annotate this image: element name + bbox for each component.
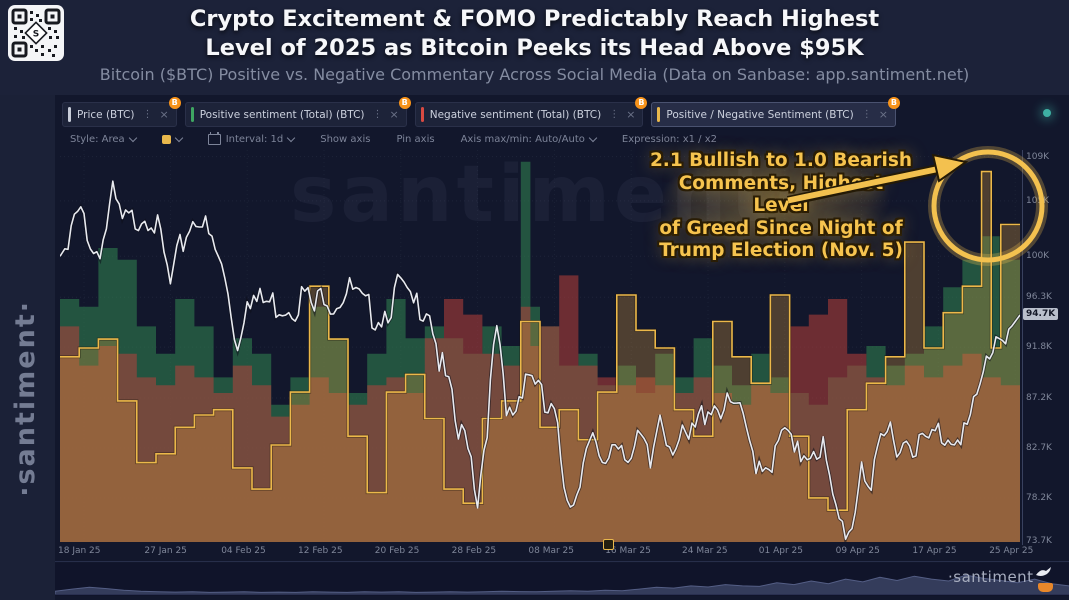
date-axis-label: 08 Mar 25 [528,546,574,556]
page-title: Crypto Excitement & FOMO Predictably Rea… [0,5,1069,63]
btc-badge-icon: B [398,97,411,109]
style-label: Style: Area [70,133,125,145]
price-axis-label: 100K [1026,251,1050,262]
btc-badge-icon: B [168,97,181,109]
date-axis-label: 18 Jan 25 [58,546,101,556]
metric-tab-2[interactable]: Negative sentiment (Total) (BTC) ⋮ × B [414,97,648,127]
price-axis-label: 96.3K [1026,292,1052,303]
pin-axis-label: Pin axis [396,133,435,145]
current-price-badge: 94.7K [1023,307,1059,320]
close-icon[interactable]: × [878,108,888,121]
annotation-line: 2.1 Bullish to 1.0 Bearish [649,150,913,171]
footer-divider [55,561,1069,562]
metric-tab-label: Negative sentiment (Total) (BTC) [429,108,602,121]
close-icon[interactable]: × [159,108,169,121]
page-title-line2: Level of 2025 as Bitcoin Peeks its Head … [205,34,864,61]
annotation-text: 2.1 Bullish to 1.0 Bearish Comments, Hig… [648,150,914,263]
kebab-menu-icon[interactable]: ⋮ [372,109,383,120]
annotation-line: of Greed Since Night of [659,217,903,239]
metric-tab-0[interactable]: Price (BTC) ⋮ × B [62,97,181,127]
page-subtitle: Bitcoin ($BTC) Positive vs. Negative Com… [99,65,970,84]
chart-watermark: santiment· [290,150,806,240]
calendar-icon [207,131,221,145]
metric-color-bar [68,107,71,122]
price-axis-label: 105K [1026,195,1050,206]
date-axis-label: 04 Feb 25 [221,546,266,556]
date-axis-label: 12 Feb 25 [298,546,343,556]
metric-color-bar [190,107,194,122]
overview-spark-area [55,575,1069,594]
left-sidebar: ·santiment· [0,95,56,600]
chevron-down-icon [174,133,183,142]
price-axis-line [1022,150,1023,545]
chart-toolbar: Style: Area Interval: 1d Show axis Pin a… [70,131,717,147]
metric-tab-3[interactable]: Positive / Negative Sentiment (BTC) ⋮ × B [651,97,900,127]
show-axis-label: Show axis [320,133,371,145]
show-axis-button[interactable]: Show axis [320,134,370,145]
timeline-event-marker[interactable] [603,539,614,550]
series-color-selector[interactable] [161,133,183,144]
axis-maxmin-selector[interactable]: Axis max/min: Auto/Auto [460,133,598,145]
footer-orange-icon [1038,583,1053,592]
date-axis-label: 17 Apr 25 [912,546,957,556]
kebab-menu-icon[interactable]: ⋮ [861,109,872,120]
qr-code: S [8,5,64,61]
santiment-bird-icon [1036,567,1051,576]
metric-tab-label: Positive / Negative Sentiment (BTC) [666,108,854,121]
chevron-down-icon [588,133,598,142]
close-icon[interactable]: × [626,108,636,121]
overview-minichart[interactable] [55,563,1069,596]
price-axis-label: 73.7K [1026,536,1052,546]
price-axis-label: 91.8K [1026,342,1052,353]
date-axis-label: 28 Feb 25 [451,546,497,556]
price-line [59,180,1021,540]
footer-santiment-logo: ·santiment [948,568,1034,586]
price-axis-label: 78.2K [1026,492,1052,503]
main-chart[interactable] [58,150,1022,548]
btc-badge-icon: B [887,97,900,109]
date-axis-label: 16 Mar 25 [605,546,651,556]
metric-color-bar [657,107,661,122]
metric-tab-label: Positive sentiment (Total) (BTC) [199,108,365,121]
btc-badge-icon: B [635,97,648,109]
price-axis-label: 82.7K [1026,442,1052,453]
svg-text:S: S [33,30,39,40]
expression-field[interactable]: Expression: x1 / x2 [622,134,717,145]
price-axis-label: 87.2K [1026,393,1052,404]
metric-tab-1[interactable]: Positive sentiment (Total) (BTC) ⋮ × B [184,97,411,127]
chevron-down-icon [287,133,296,142]
interval-selector[interactable]: Interval: 1d [207,131,296,145]
axis-maxmin-label: Axis max/min: Auto/Auto [460,133,585,145]
interval-label: Interval: 1d [225,133,284,145]
sidebar-watermark: ·santiment· [10,300,41,497]
date-axis-label: 20 Feb 25 [374,546,420,556]
date-axis-label: 27 Jan 25 [144,546,187,556]
kebab-menu-icon[interactable]: ⋮ [142,109,153,120]
metric-tabs: Price (BTC) ⋮ × B Positive sentiment (Total)… [62,97,900,127]
header: S Crypto Excitement & FOMO Predictably R… [0,0,1069,95]
date-axis-label: 09 Apr 25 [835,546,880,556]
ratio-step-line [60,170,1020,511]
metric-color-bar [420,107,424,122]
notification-glow-dot [1043,109,1051,117]
price-axis-label: 109K [1026,151,1050,162]
chevron-down-icon [128,133,137,142]
series-color-swatch [161,134,171,144]
kebab-menu-icon[interactable]: ⋮ [609,109,620,120]
annotation-line: Trump Election (Nov. 5) [659,240,903,262]
pin-axis-button[interactable]: Pin axis [396,134,434,145]
metric-tab-label: Price (BTC) [77,108,135,121]
date-axis-label: 24 Mar 25 [682,546,728,556]
annotation-line: Comments, Highest Level [678,172,884,217]
date-axis-label: 01 Apr 25 [758,546,803,556]
expression-label: Expression: x1 / x2 [622,134,717,145]
page-title-line1: Crypto Excitement & FOMO Predictably Rea… [189,6,880,32]
date-axis-label: 25 Apr 25 [989,546,1034,556]
close-icon[interactable]: × [389,108,399,121]
santiment-diamond-logo [24,21,48,45]
style-selector[interactable]: Style: Area [70,133,137,145]
overview-spark-line [55,574,1069,594]
